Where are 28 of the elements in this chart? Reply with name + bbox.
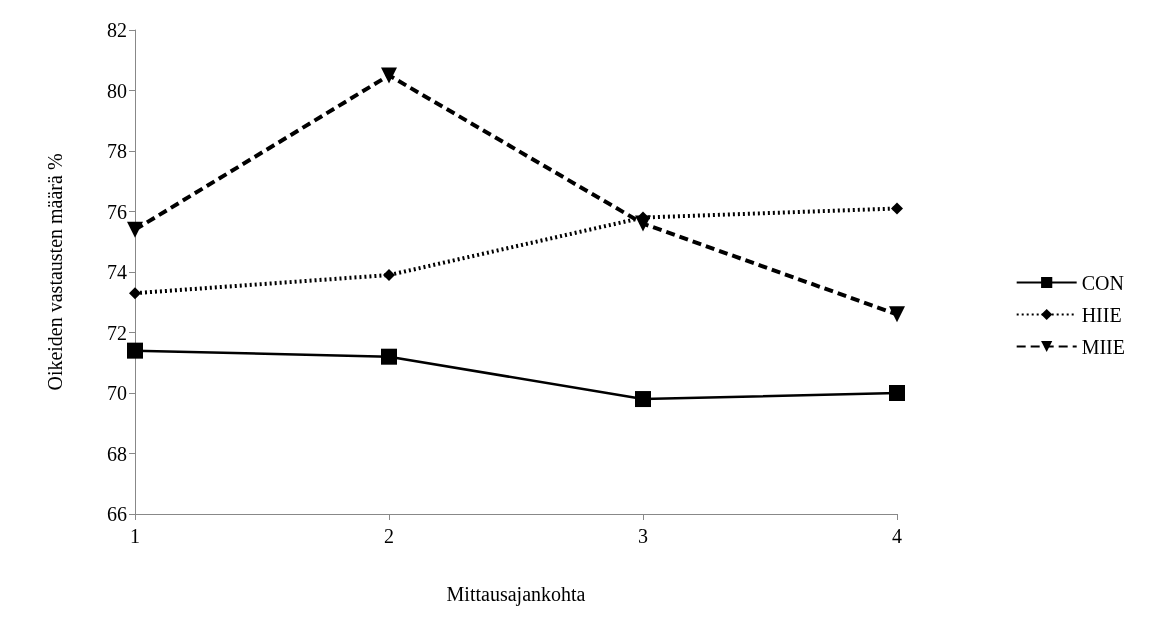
x-tick-label: 1 [130,525,140,547]
y-tick-label: 74 [107,261,127,283]
y-axis-title: Oikeiden vastausten määrä % [44,153,66,391]
x-tick-label: 3 [638,525,648,547]
legend-label: HIIE [1081,303,1122,326]
y-tick-label: 76 [107,200,127,223]
y-tick-label: 78 [107,140,127,162]
x-tick-label: 2 [384,525,394,547]
x-tick-label: 4 [892,525,902,547]
y-tick-label: 66 [107,503,127,525]
point [381,348,397,365]
y-tick-label: 72 [107,321,127,344]
point [891,202,903,215]
point [127,342,143,359]
point [889,306,905,323]
y-tick-label: 70 [107,382,127,404]
legend-label: MIIE [1081,335,1126,358]
point [127,221,143,238]
y-tick-label: 82 [107,19,127,41]
point [635,391,651,408]
point [129,287,141,300]
point [889,385,905,401]
x-axis-title: Mittausajankohta [446,583,586,606]
y-tick-label: 80 [107,79,127,102]
legend-label: CON [1081,271,1124,294]
point [383,269,395,282]
y-tick-label: 68 [107,442,127,465]
point [381,67,397,84]
